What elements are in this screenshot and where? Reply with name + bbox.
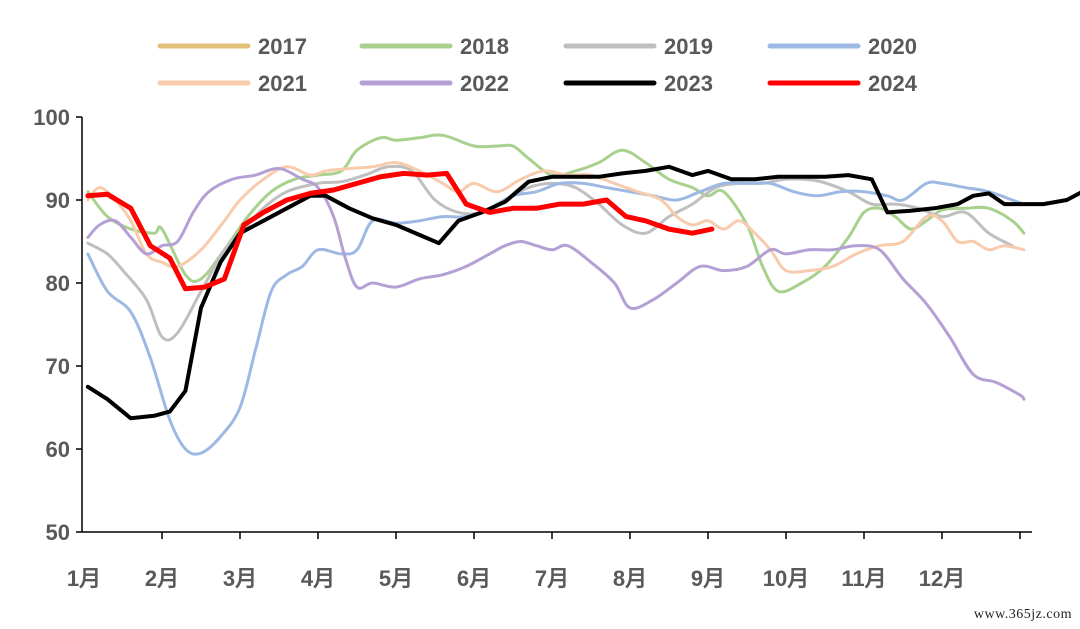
legend-label: 2024 (868, 71, 918, 96)
legend-item-2021: 2021 (157, 71, 307, 96)
series-line-2022 (86, 166, 1026, 401)
legend-label: 2021 (258, 71, 307, 96)
legend-item-2020: 2020 (767, 34, 917, 59)
x-tick-label: 4月 (301, 566, 335, 591)
series-line-2021 (86, 161, 1026, 274)
watermark: www.365jz.com (973, 607, 1072, 622)
legend-item-2024: 2024 (767, 71, 918, 96)
series-line-2020 (86, 180, 1026, 456)
legend-item-2019: 2019 (563, 34, 713, 59)
y-tick-label: 100 (33, 105, 70, 130)
series-line-2019 (86, 164, 1014, 342)
legend-label: 2018 (460, 34, 509, 59)
legend-label: 2019 (664, 34, 713, 59)
y-tick-label: 50 (46, 520, 70, 545)
legend-label: 2022 (460, 71, 509, 96)
legend-label: 2017 (258, 34, 307, 59)
x-tick-label: 2月 (145, 566, 179, 591)
x-axis: 1月 2月 3月 4月 5月 6月 7月 8月 9月 10月 11月 12月 (67, 531, 1032, 591)
legend-item-2018: 2018 (359, 34, 509, 59)
legend-item-2022: 2022 (359, 71, 509, 96)
legend-item-2023: 2023 (563, 71, 713, 96)
x-tick-label: 6月 (457, 566, 491, 591)
x-tick-label: 10月 (763, 566, 809, 591)
legend: 2017 2018 2019 2020 2021 2022 2023 2024 (157, 34, 918, 96)
x-tick-label: 7月 (535, 566, 569, 591)
x-tick-label: 11月 (841, 566, 886, 591)
x-tick-label: 5月 (379, 566, 413, 591)
legend-label: 2020 (868, 34, 917, 59)
y-tick-label: 90 (46, 188, 70, 213)
x-tick-label: 9月 (691, 566, 725, 591)
series-line-2023 (85, 164, 1080, 421)
legend-item-2017: 2017 (157, 34, 307, 59)
x-tick-label: 12月 (919, 566, 965, 591)
y-axis: 50 60 70 80 90 100 (33, 105, 83, 545)
legend-label: 2023 (664, 71, 713, 96)
series-layer (85, 133, 1080, 456)
y-tick-label: 80 (46, 271, 70, 296)
x-tick-label: 3月 (223, 566, 257, 591)
y-tick-label: 70 (46, 354, 70, 379)
x-tick-label: 1月 (67, 566, 101, 591)
y-tick-label: 60 (46, 437, 70, 462)
series-line-2024 (85, 170, 715, 292)
x-tick-label: 8月 (613, 566, 647, 591)
